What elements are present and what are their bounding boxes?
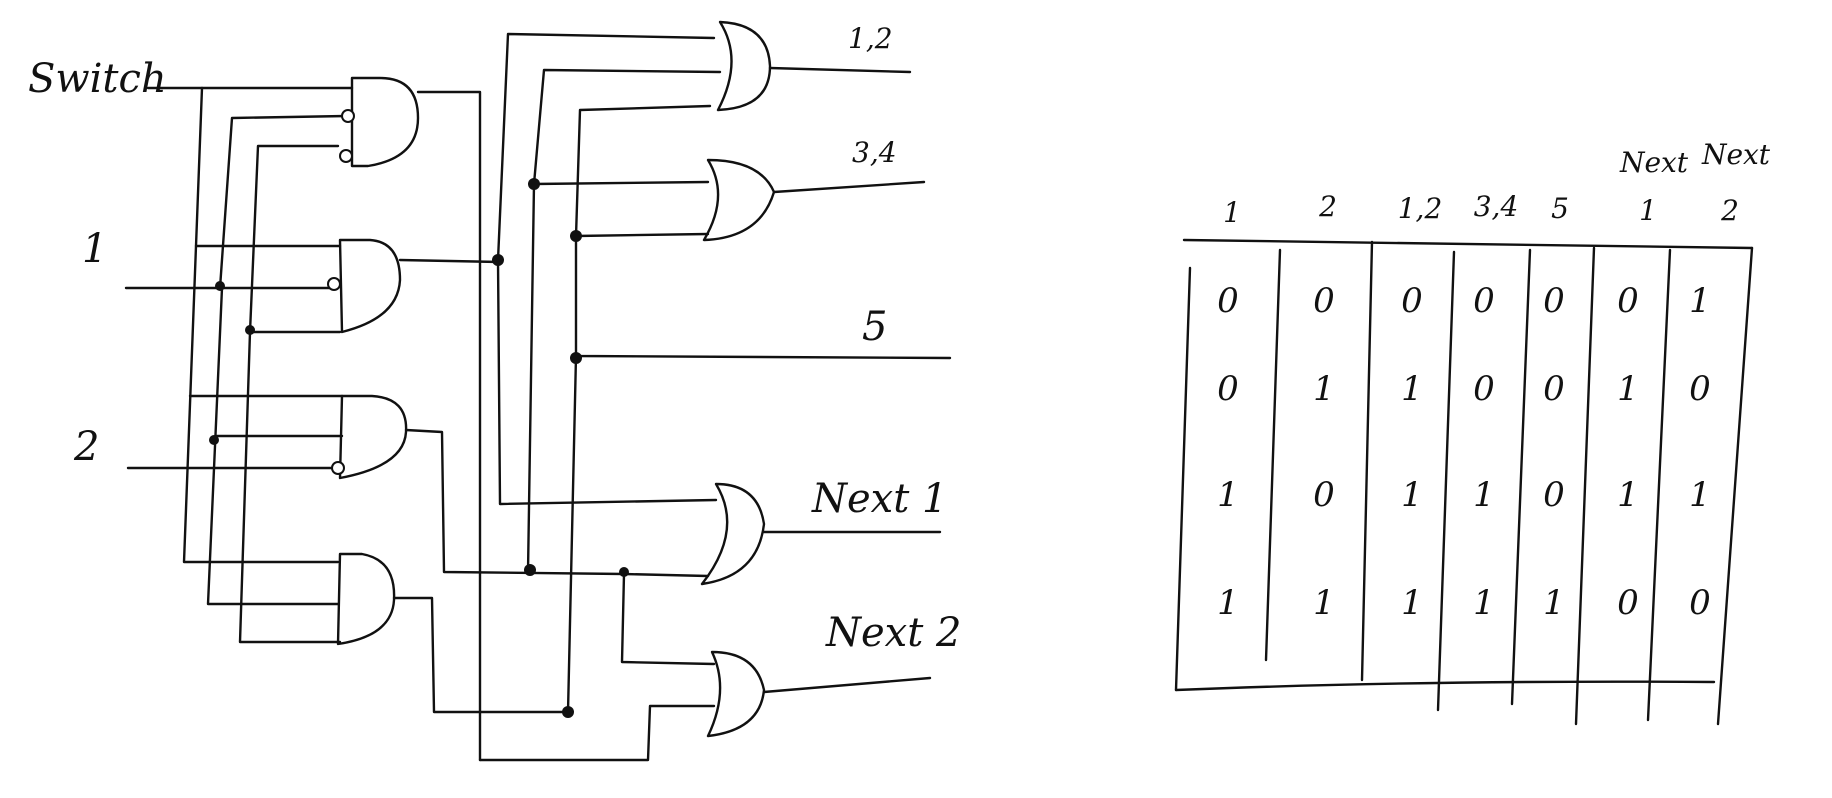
table-cell-r4-c4: 1 [1473,583,1495,623]
input-label-2: 2 [73,424,99,470]
table-cell-r1-c4: 0 [1473,281,1495,321]
table-cell-r3-c3: 1 [1401,475,1423,515]
table-cell-r3-c4: 1 [1473,475,1495,515]
input-label-1: 1 [82,226,107,272]
table-cell-r2-c5: 0 [1543,369,1565,409]
and-gate-1 [339,76,482,762]
table-col-divider-3 [1436,250,1456,712]
table-cell-r4-c2: 1 [1313,583,1335,623]
table-bottom-border [1174,680,1716,692]
output-label-3-4: 3,4 [852,136,897,169]
table-cell-r1-c2: 0 [1313,281,1335,321]
table-cell-r3-c5: 0 [1543,475,1565,515]
table-cell-r4-c1: 1 [1217,583,1239,623]
table-cell-r1-c7: 1 [1689,281,1711,321]
input-wires [124,86,354,470]
table-right-border [1716,246,1754,726]
table-cell-r4-c3: 1 [1401,583,1423,623]
table-col-divider-6 [1646,248,1672,722]
table-header-next-1: Next [1619,146,1689,179]
truth-table: Next Next 1 2 1,2 3,4 5 1 2 0 0 0 0 0 0 10 1 1 0 0… [1174,138,1771,726]
table-col-divider-1 [1264,248,1282,662]
table-cell-r3-c2: 0 [1313,475,1335,515]
table-col-divider-4 [1510,248,1532,706]
table-col-header-next-1: 1 [1639,194,1657,227]
table-cell-r1-c3: 0 [1401,281,1423,321]
table-cell-r1-c5: 0 [1543,281,1565,321]
table-cell-r2-c1: 0 [1217,369,1239,409]
output-label-next-1: Next 1 [811,476,947,522]
or-gate-3-4 [702,158,926,242]
input-label-switch: Switch [28,56,167,102]
table-col-header-2: 2 [1318,190,1337,223]
output-label-next-2: Next 2 [825,610,961,656]
and-gate-4 [336,552,570,714]
table-cell-r4-c7: 0 [1689,583,1711,623]
or-gate-next-2 [706,650,932,738]
or-gate-1-2 [716,20,912,112]
table-cell-r3-c6: 1 [1617,475,1639,515]
input-bus-wires [182,86,348,644]
table-cell-r2-c6: 1 [1617,369,1639,409]
table-cell-r1-c1: 0 [1217,281,1239,321]
junction-dots [209,178,629,718]
table-col-header-3-4: 3,4 [1474,190,1519,223]
table-left-border [1174,266,1192,692]
output-label-5: 5 [862,304,887,350]
table-cells: 0 0 0 0 0 0 1 0 1 1 0 0 1 0 1 0 1 1 0 1 1 1 1 1 1 1 0 0 [1217,281,1711,623]
middle-bus-wires [478,32,952,762]
table-col-divider-5 [1574,246,1596,726]
table-header-next-2: Next [1701,138,1771,171]
table-cell-r4-c6: 0 [1617,583,1639,623]
table-cell-r4-c5: 1 [1543,583,1565,623]
table-cell-r2-c2: 1 [1313,369,1335,409]
logic-circuit: Switch 1 2 1,2 3,4 5 Next 1 Next 2 [28,20,961,762]
table-top-border [1182,238,1754,250]
table-cell-r2-c7: 0 [1689,369,1711,409]
table-col-header-next-2: 2 [1720,194,1739,227]
table-cell-r3-c7: 1 [1689,475,1711,515]
table-cell-r3-c1: 1 [1217,475,1239,515]
or-gate-next-1 [700,482,942,586]
table-col-header-1-2: 1,2 [1398,192,1443,225]
output-label-1-2: 1,2 [848,22,893,55]
table-col-divider-2 [1360,240,1374,682]
table-cell-r2-c3: 1 [1401,369,1423,409]
and-gate-3 [331,394,626,576]
table-col-header-1: 1 [1223,196,1241,229]
and-gate-2 [327,238,502,334]
table-cell-r2-c4: 0 [1473,369,1495,409]
table-col-header-5: 5 [1551,192,1569,225]
table-cell-r1-c6: 0 [1617,281,1639,321]
